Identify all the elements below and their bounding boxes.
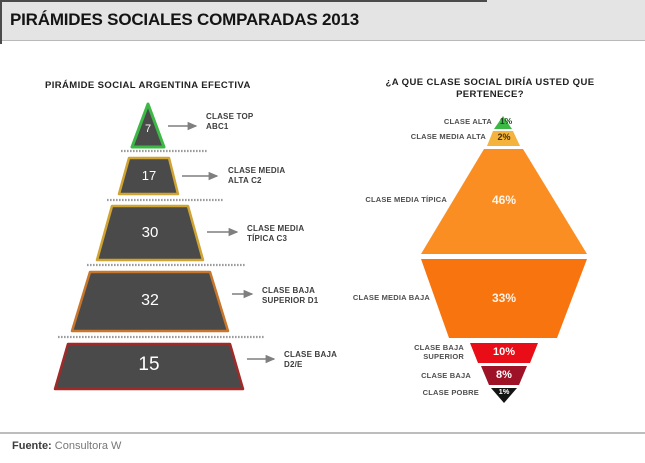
pyramid-label-top: CLASE TOP ABC1 [206,112,254,131]
title-bar: PIRÁMIDES SOCIALES COMPARADAS 2013 [0,0,645,41]
funnel-value-clase-media-baja: 33% [491,291,517,305]
footer-divider [0,432,645,434]
pyramid-value-3: 30 [141,224,159,241]
right-chart-title: ¿A QUE CLASE SOCIAL DIRÍA USTED QUE PERT… [385,77,595,100]
right-funnel [421,116,587,403]
funnel-segment-clase-baja-superior [470,343,538,363]
funnel-label-clase-baja: CLASE BAJA [421,371,471,380]
pyramid-level-top-shape [130,102,166,149]
pyramid-value-4: 32 [141,292,159,309]
funnel-segment-clase-baja [481,366,527,385]
source-label: Fuente: [12,440,52,452]
funnel-segment-clase-alta [494,116,512,129]
page-title: PIRÁMIDES SOCIALES COMPARADAS 2013 [10,10,360,29]
pyramid-label-2: CLASE MEDIA ALTA C2 [228,166,286,185]
funnel-value-clase-baja-superior: 10% [492,346,516,358]
funnel-value-clase-pobre: 1% [498,387,510,396]
funnel-label-clase-baja-superior: CLASE BAJA SUPERIOR [414,343,464,361]
funnel-label-clase-media-baja: CLASE MEDIA BAJA [352,293,430,302]
left-pyramid [53,102,276,391]
pyramid-value-top: 7 [144,123,152,135]
source-value: Consultora W [54,440,122,452]
pyramid-level-4-shape [70,270,230,333]
pyramid-label-4: CLASE BAJA SUPERIOR D1 [262,286,319,305]
funnel-segment-clase-media-baja [421,259,587,338]
funnel-segment-clase-media-tipica [421,149,587,254]
funnel-value-clase-alta: 1% [499,116,513,126]
funnel-segment-clase-pobre [491,388,517,403]
funnel-segment-clase-media-alta [487,131,520,146]
window-edge-top [0,0,487,2]
pyramid-label-5: CLASE BAJA D2/E [284,350,338,369]
pyramid-level-5-shape [53,342,245,391]
funnel-label-clase-alta: CLASE ALTA [443,117,492,126]
pyramid-value-5: 15 [138,354,160,375]
funnel-label-clase-pobre: CLASE POBRE [422,388,479,397]
funnel-value-clase-media-alta: 2% [497,132,511,142]
funnel-value-clase-baja: 8% [496,369,512,381]
pyramid-level-3-shape [95,204,205,262]
source-note: Fuente: Consultora W [12,440,121,452]
pyramid-level-2-shape [117,156,180,196]
left-chart-title: PIRÁMIDE SOCIAL ARGENTINA EFECTIVA [45,80,251,91]
funnel-label-clase-media-tipica: CLASE MEDIA TÍPICA [365,195,447,204]
funnel-value-clase-media-tipica: 46% [491,193,517,207]
pyramid-value-2: 17 [141,168,157,183]
funnel-label-clase-media-alta: CLASE MEDIA ALTA [410,132,486,141]
window-edge-left [0,0,2,44]
pyramid-label-3: CLASE MEDIA TÍPICA C3 [247,224,305,243]
